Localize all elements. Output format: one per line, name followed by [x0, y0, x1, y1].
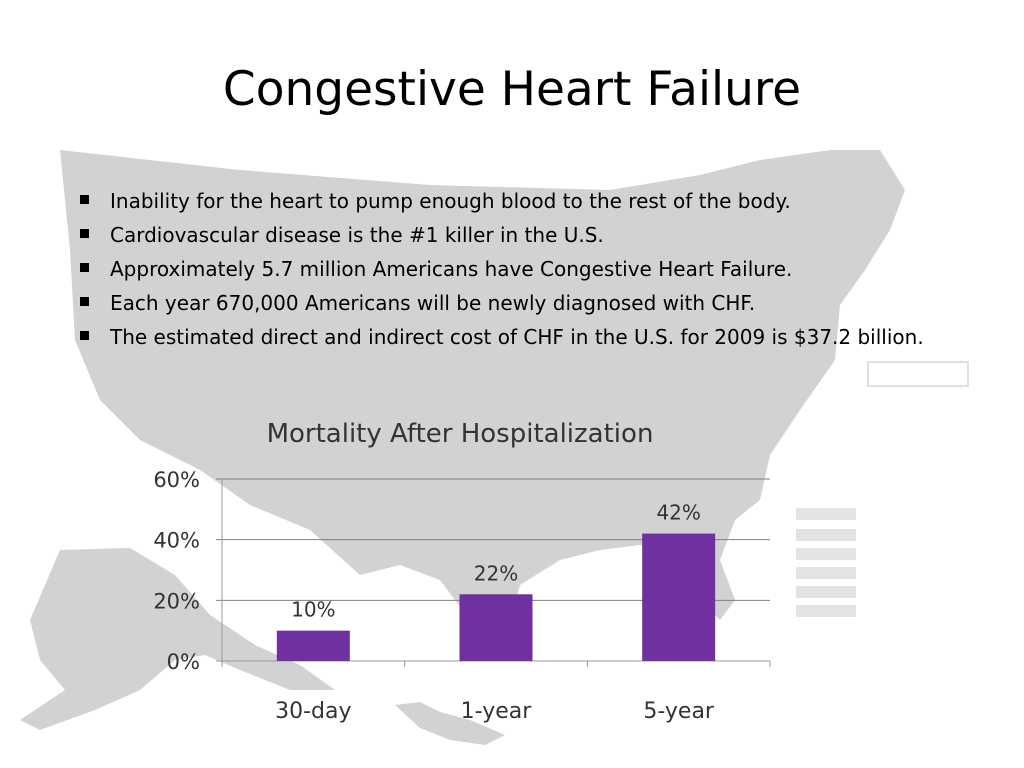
bullet-square-icon	[80, 229, 89, 238]
bullet-item: Inability for the heart to pump enough b…	[76, 184, 976, 218]
bar-1-year	[459, 594, 533, 661]
bar-5-year	[642, 533, 716, 661]
bullet-square-icon	[80, 263, 89, 272]
map-legend	[796, 508, 856, 617]
bullet-item: Each year 670,000 Americans will be newl…	[76, 286, 976, 320]
bullet-square-icon	[80, 331, 89, 340]
data-label: 10%	[291, 598, 335, 622]
y-tick-label: 60%	[153, 468, 200, 492]
chart-data-labels: 10% 22% 42%	[291, 501, 701, 622]
chart-y-ticks: 0% 20% 40% 60%	[153, 468, 200, 674]
bullet-square-icon	[80, 195, 89, 204]
data-label: 42%	[656, 501, 700, 525]
chart-x-ticks: 30-day 1-year 5-year	[275, 699, 715, 724]
map-inset-nyc	[867, 361, 969, 387]
bullet-item: The estimated direct and indirect cost o…	[76, 320, 976, 354]
y-tick-label: 20%	[153, 589, 200, 613]
bullet-text: Approximately 5.7 million Americans have…	[110, 257, 793, 281]
y-tick-label: 0%	[167, 650, 200, 674]
map-hawaii	[395, 702, 505, 745]
y-tick-label: 40%	[153, 529, 200, 553]
bullet-square-icon	[80, 297, 89, 306]
bar-30-day	[276, 630, 350, 661]
bullet-text: The estimated direct and indirect cost o…	[110, 325, 924, 349]
chart-bars	[276, 533, 716, 661]
bullet-text: Each year 670,000 Americans will be newl…	[110, 291, 756, 315]
slide-title: Congestive Heart Failure	[222, 62, 802, 117]
x-tick-label: 5-year	[643, 699, 715, 724]
bullet-item: Cardiovascular disease is the #1 killer …	[76, 218, 976, 252]
data-label: 22%	[474, 561, 518, 585]
bullet-list: Inability for the heart to pump enough b…	[76, 184, 976, 354]
bullet-text: Inability for the heart to pump enough b…	[110, 189, 791, 213]
x-tick-label: 1-year	[461, 699, 533, 724]
bullet-text: Cardiovascular disease is the #1 killer …	[110, 223, 604, 247]
map-alaska	[20, 548, 335, 730]
chart-title: Mortality After Hospitalization	[267, 419, 654, 449]
map-contiguous-us	[60, 150, 905, 640]
bullet-item: Approximately 5.7 million Americans have…	[76, 252, 976, 286]
x-tick-label: 30-day	[275, 699, 351, 724]
